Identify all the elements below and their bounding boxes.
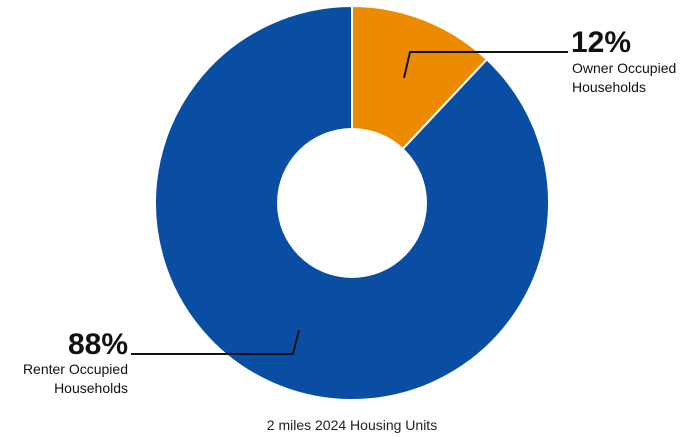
renter-occupied-label-line2: Households (54, 380, 128, 396)
renter-occupied-percent-label: 88% (68, 328, 128, 361)
owner-occupied-leader-line (403, 51, 568, 79)
renter-occupied-slice (154, 4, 551, 401)
chart-caption: 2 miles 2024 Housing Units (267, 417, 437, 433)
renter-occupied-label-line1: Renter Occupied (23, 361, 128, 377)
donut-hole (277, 128, 427, 278)
renter-occupied-leader-line (131, 329, 300, 355)
owner-occupied-percent-label: 12% (571, 26, 631, 59)
owner-occupied-label-line1: Owner Occupied (572, 60, 676, 76)
owner-occupied-label-line2: Households (572, 79, 646, 95)
